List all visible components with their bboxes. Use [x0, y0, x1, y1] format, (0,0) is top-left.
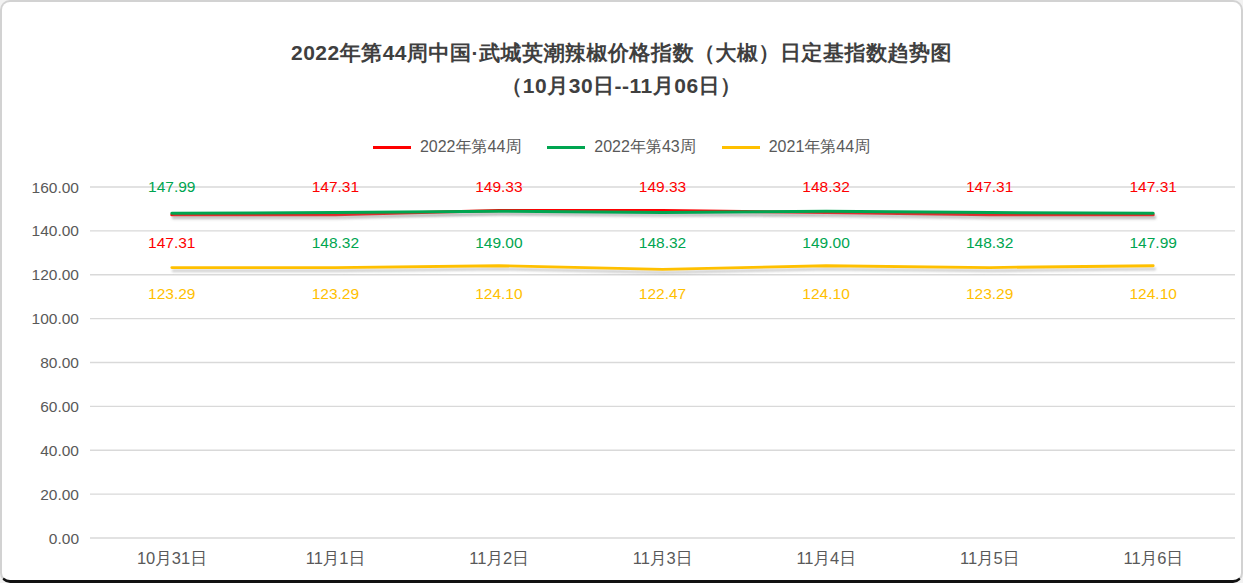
y-axis-tick-label: 20.00 — [40, 486, 79, 503]
x-axis-tick-label: 11月1日 — [306, 549, 365, 567]
data-label-third-row: 124.10 — [1130, 285, 1178, 302]
data-label-third-row: 123.29 — [966, 285, 1013, 302]
data-label-top: 147.99 — [148, 178, 195, 195]
series-line-2 — [172, 266, 1153, 270]
series-line-shadow — [173, 214, 1154, 216]
data-label-top: 147.31 — [966, 178, 1013, 195]
x-axis-tick-label: 11月5日 — [960, 549, 1019, 567]
data-label-third-row: 123.29 — [148, 285, 195, 302]
y-axis-tick-label: 80.00 — [40, 354, 79, 371]
y-axis-tick-label: 100.00 — [32, 310, 80, 327]
y-axis-tick-label: 140.00 — [32, 222, 80, 239]
data-label-bottom: 148.32 — [312, 234, 359, 251]
x-axis-tick-label: 11月3日 — [633, 549, 692, 567]
data-label-top: 149.33 — [639, 178, 686, 195]
data-label-third-row: 124.10 — [802, 285, 850, 302]
data-label-bottom: 148.32 — [966, 234, 1013, 251]
series-line-1 — [172, 211, 1153, 213]
data-label-bottom: 149.00 — [475, 234, 523, 251]
data-label-third-row: 123.29 — [312, 285, 359, 302]
y-axis-tick-label: 0.00 — [49, 530, 80, 547]
y-axis-tick-label: 40.00 — [40, 442, 79, 459]
data-label-bottom: 149.00 — [802, 234, 850, 251]
data-label-top: 147.31 — [1130, 178, 1177, 195]
data-label-bottom: 147.99 — [1130, 234, 1177, 251]
x-axis-tick-label: 11月6日 — [1124, 549, 1183, 567]
y-axis-tick-label: 160.00 — [32, 179, 80, 196]
data-label-third-row: 124.10 — [475, 285, 523, 302]
data-label-top: 149.33 — [475, 178, 522, 195]
data-label-bottom: 147.31 — [148, 234, 195, 251]
line-chart: 0.00 20.00 40.00 60.00 80.00 100.00 120.00 140.… — [2, 2, 1241, 580]
chart-plot-area: 0.00 20.00 40.00 60.00 80.00 100.00 120.00 140.… — [2, 2, 1241, 583]
x-axis-tick-label: 11月2日 — [469, 549, 528, 567]
y-axis-tick-label: 120.00 — [32, 266, 80, 283]
y-axis-tick-label: 60.00 — [40, 398, 79, 415]
data-label-top: 147.31 — [312, 178, 359, 195]
data-label-bottom: 148.32 — [639, 234, 686, 251]
data-label-third-row: 122.47 — [639, 285, 686, 302]
chart-window: 2022年第44周中国·武城英潮辣椒价格指数（大椒）日定基指数趋势图 （10月3… — [0, 0, 1243, 583]
x-axis-tick-label: 11月4日 — [796, 549, 855, 567]
data-label-top: 148.32 — [802, 178, 849, 195]
x-axis-tick-label: 10月31日 — [137, 549, 207, 567]
